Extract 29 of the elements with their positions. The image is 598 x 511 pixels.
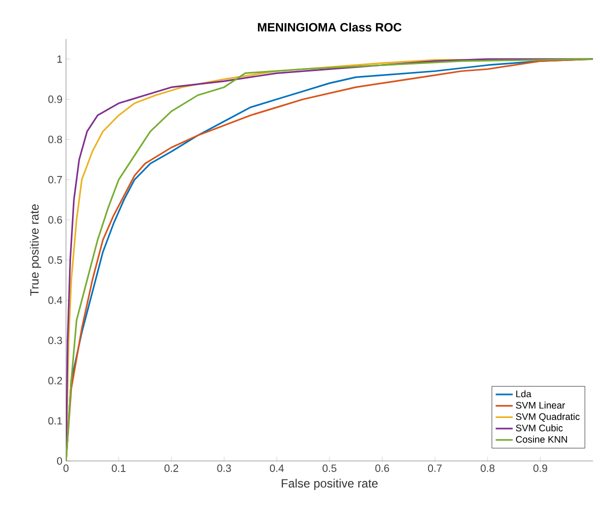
y-axis-title: True positive rate [30, 204, 42, 296]
y-tick-label: 0.7 [48, 176, 62, 184]
x-tick-label: 0 [63, 464, 69, 472]
x-tick-label: 0.5 [322, 464, 336, 472]
x-tick-label: 0.7 [428, 464, 442, 472]
legend-label: Cosine KNN [516, 436, 567, 443]
legend-label: Lda [516, 390, 532, 398]
chart-title: MENINGIOMA Class ROC [258, 22, 402, 32]
y-tick-label: 0 [57, 457, 62, 465]
x-tick-label: 0.3 [217, 464, 231, 472]
legend-label: SVM Linear [516, 402, 565, 409]
legend-label: SVM Cubic [516, 424, 563, 432]
x-tick-label: 0.1 [112, 464, 126, 472]
x-tick-label: 0.6 [375, 464, 390, 472]
y-tick-label: 0.8 [48, 136, 62, 144]
y-tick-label: 0.9 [48, 96, 62, 103]
x-tick-label: 0.4 [270, 464, 284, 472]
y-tick-label: 0.2 [48, 376, 62, 384]
x-tick-label: 0.2 [164, 464, 178, 472]
y-tick-label: 0.5 [48, 256, 62, 264]
legend-label: SVM Quadratic [516, 413, 580, 422]
x-axis-title: False positive rate [282, 478, 378, 490]
x-tick-label: 0.9 [533, 464, 548, 472]
y-tick-label: 0.6 [48, 216, 62, 224]
y-tick-label: 0.1 [48, 417, 62, 425]
x-tick-label: 0.8 [480, 464, 494, 472]
y-tick-label: 1 [57, 55, 62, 63]
y-tick-label: 0.3 [48, 336, 62, 344]
y-tick-label: 0.4 [48, 296, 62, 304]
